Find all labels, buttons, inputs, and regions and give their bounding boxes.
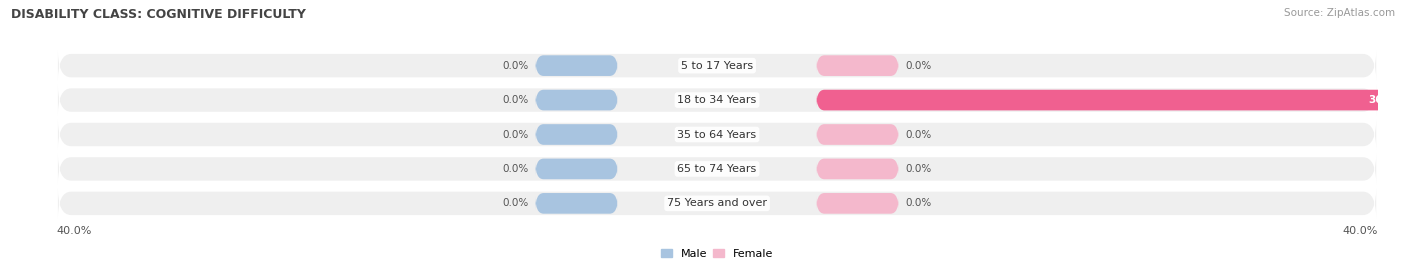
FancyBboxPatch shape xyxy=(536,90,617,110)
FancyBboxPatch shape xyxy=(58,84,1376,116)
Text: 65 to 74 Years: 65 to 74 Years xyxy=(678,164,756,174)
Text: 0.0%: 0.0% xyxy=(905,198,932,208)
Text: 0.0%: 0.0% xyxy=(502,129,529,140)
FancyBboxPatch shape xyxy=(815,55,898,76)
Text: 0.0%: 0.0% xyxy=(502,164,529,174)
Text: 0.0%: 0.0% xyxy=(502,95,529,105)
FancyBboxPatch shape xyxy=(536,55,617,76)
Text: 18 to 34 Years: 18 to 34 Years xyxy=(678,95,756,105)
FancyBboxPatch shape xyxy=(536,193,617,214)
FancyBboxPatch shape xyxy=(536,124,617,145)
FancyBboxPatch shape xyxy=(58,119,1376,150)
FancyBboxPatch shape xyxy=(815,159,898,179)
Text: 40.0%: 40.0% xyxy=(56,226,91,236)
Text: 0.0%: 0.0% xyxy=(905,164,932,174)
Text: 0.0%: 0.0% xyxy=(905,129,932,140)
Text: 75 Years and over: 75 Years and over xyxy=(666,198,768,208)
FancyBboxPatch shape xyxy=(58,187,1376,219)
Text: 0.0%: 0.0% xyxy=(502,61,529,71)
FancyBboxPatch shape xyxy=(815,90,1406,110)
FancyBboxPatch shape xyxy=(58,153,1376,185)
Text: 0.0%: 0.0% xyxy=(905,61,932,71)
FancyBboxPatch shape xyxy=(536,159,617,179)
Text: 0.0%: 0.0% xyxy=(502,198,529,208)
Legend: Male, Female: Male, Female xyxy=(657,244,778,263)
FancyBboxPatch shape xyxy=(58,50,1376,82)
Text: 40.0%: 40.0% xyxy=(1343,226,1378,236)
Text: Source: ZipAtlas.com: Source: ZipAtlas.com xyxy=(1284,8,1395,18)
Text: 36.0%: 36.0% xyxy=(1368,95,1405,105)
FancyBboxPatch shape xyxy=(815,124,898,145)
Text: 35 to 64 Years: 35 to 64 Years xyxy=(678,129,756,140)
Text: 5 to 17 Years: 5 to 17 Years xyxy=(681,61,754,71)
Text: DISABILITY CLASS: COGNITIVE DIFFICULTY: DISABILITY CLASS: COGNITIVE DIFFICULTY xyxy=(11,8,307,21)
FancyBboxPatch shape xyxy=(815,193,898,214)
